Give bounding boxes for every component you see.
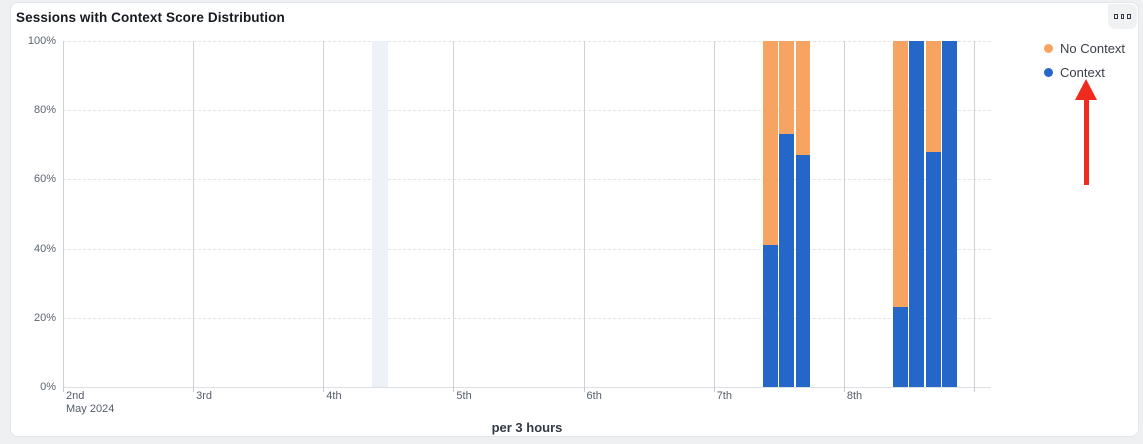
bar-segment-context[interactable] [763, 245, 778, 387]
y-grid-line [63, 248, 991, 250]
stacked-bar[interactable] [925, 41, 941, 387]
y-tick-label: 20% [33, 311, 56, 324]
menu-icon [1114, 14, 1118, 19]
day-grid-line [583, 41, 585, 387]
chart-title: Sessions with Context Score Distribution [16, 10, 285, 25]
bar-segment-context[interactable] [779, 134, 795, 387]
axis-tick [843, 387, 845, 392]
x-tick-label: 7th [716, 390, 732, 402]
axis-tick [973, 387, 975, 392]
stacked-bar[interactable] [893, 41, 909, 387]
bar-segment-no-context[interactable] [779, 41, 795, 135]
highlight-band [372, 41, 389, 387]
legend-item-no-context[interactable]: No Context [1044, 36, 1125, 60]
day-grid-line [843, 41, 845, 387]
legend-label: Context [1060, 64, 1105, 80]
y-tick-label: 60% [33, 173, 56, 186]
axis-tick [193, 387, 195, 392]
chart-card: Sessions with Context Score Distribution… [10, 2, 1139, 437]
y-tick-label: 80% [33, 104, 56, 117]
x-axis-line [63, 387, 991, 388]
bar-segment-no-context[interactable] [893, 41, 909, 308]
bar-segment-no-context[interactable] [795, 41, 811, 156]
stacked-bar[interactable] [795, 41, 811, 387]
day-grid-line [713, 41, 715, 387]
axis-tick [63, 387, 64, 392]
menu-button[interactable] [1108, 4, 1137, 29]
day-grid-line [323, 41, 325, 387]
menu-icon [1120, 14, 1125, 19]
bar-segment-context[interactable] [893, 307, 909, 387]
y-grid-line [63, 179, 991, 181]
x-tick-label: 4th [326, 390, 342, 402]
y-grid-line [63, 41, 991, 42]
arrow-tail [1083, 100, 1089, 185]
x-tick-label: 2nd May 2024 [66, 390, 115, 415]
y-tick-label: 0% [40, 381, 56, 393]
bar-segment-no-context[interactable] [763, 41, 778, 246]
bar-segment-context[interactable] [909, 41, 925, 387]
x-tick-label: 8th [846, 390, 863, 402]
day-grid-line [453, 41, 455, 387]
x-tick-label: 5th [456, 390, 472, 402]
day-grid-line [63, 41, 64, 387]
stacked-bar[interactable] [941, 41, 957, 387]
y-grid-line [63, 317, 991, 319]
red-arrow-annotation [1075, 79, 1097, 185]
y-tick-label: 100% [27, 35, 56, 47]
stacked-bar[interactable] [909, 41, 925, 387]
x-axis-title: per 3 hours [491, 420, 563, 435]
bar-segment-context[interactable] [941, 41, 957, 387]
arrow-head-icon [1075, 79, 1097, 100]
no-context-dot-icon [1044, 43, 1053, 53]
legend-item-context[interactable]: Context [1044, 60, 1125, 84]
menu-icon [1127, 14, 1132, 19]
x-tick-label: 6th [586, 390, 602, 402]
axis-tick [453, 387, 455, 392]
stacked-bar[interactable] [779, 41, 795, 387]
bar-segment-no-context[interactable] [925, 41, 941, 152]
context-dot-icon [1044, 67, 1053, 77]
legend: No Context Context [1044, 36, 1125, 84]
day-grid-line [193, 41, 195, 387]
x-tick-label: 3rd [196, 390, 213, 402]
day-grid-line [973, 41, 975, 387]
y-tick-label: 40% [33, 242, 56, 255]
axis-tick [713, 387, 715, 392]
y-grid-line [63, 110, 991, 112]
bar-segment-context[interactable] [795, 155, 811, 387]
axis-tick [323, 387, 325, 392]
bar-segment-context[interactable] [925, 151, 941, 387]
stacked-bar[interactable] [763, 41, 778, 387]
legend-label: No Context [1060, 40, 1126, 56]
axis-tick [583, 387, 585, 392]
